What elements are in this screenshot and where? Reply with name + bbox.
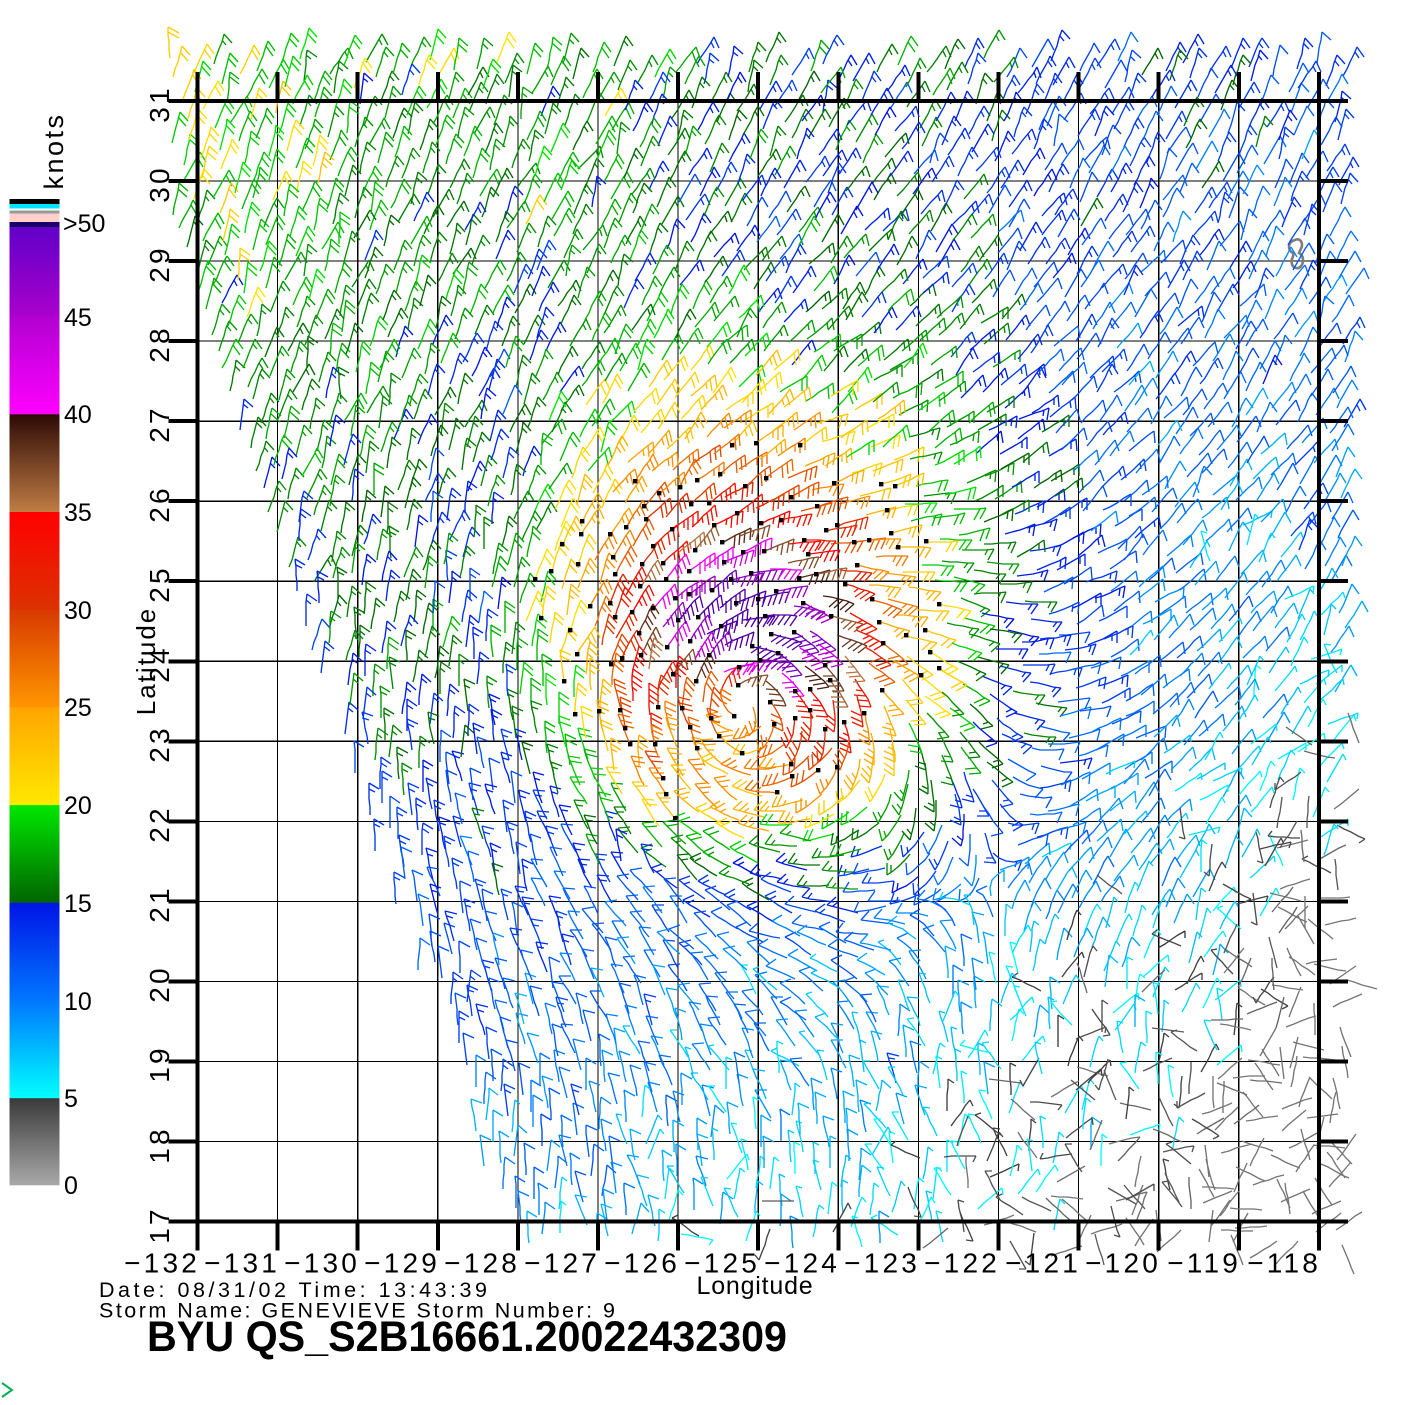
svg-text:−131: −131 bbox=[204, 1248, 280, 1279]
svg-text:−130: −130 bbox=[284, 1248, 360, 1279]
svg-text:−119: −119 bbox=[1167, 1248, 1241, 1279]
svg-text:25: 25 bbox=[144, 565, 175, 603]
svg-text:20: 20 bbox=[64, 792, 92, 820]
svg-text:−122: −122 bbox=[924, 1248, 1000, 1279]
svg-text:−121: −121 bbox=[1005, 1248, 1081, 1279]
svg-text:23: 23 bbox=[144, 725, 175, 763]
svg-text:−125: −125 bbox=[684, 1248, 760, 1279]
svg-text:18: 18 bbox=[144, 1126, 175, 1164]
svg-text:5: 5 bbox=[64, 1085, 78, 1113]
svg-text:BYU QS_S2B16661.20022432309: BYU QS_S2B16661.20022432309 bbox=[147, 1313, 787, 1361]
svg-text:24: 24 bbox=[144, 645, 175, 683]
svg-text:21: 21 bbox=[144, 885, 175, 923]
svg-text:29: 29 bbox=[144, 245, 175, 283]
svg-text:10: 10 bbox=[64, 988, 92, 1016]
svg-text:26: 26 bbox=[144, 485, 175, 523]
svg-text:−127: −127 bbox=[524, 1248, 600, 1279]
svg-text:30: 30 bbox=[64, 597, 92, 625]
svg-text:Storm Name: GENEVIEVE Sto: Storm Name: GENEVIEVE Storm Number: 9 bbox=[99, 1299, 615, 1323]
svg-text:45: 45 bbox=[64, 304, 92, 332]
svg-text:0: 0 bbox=[64, 1172, 78, 1200]
svg-text:17: 17 bbox=[144, 1206, 175, 1244]
svg-text:−118: −118 bbox=[1247, 1248, 1321, 1279]
svg-text:35: 35 bbox=[64, 499, 92, 527]
svg-text:25: 25 bbox=[64, 694, 92, 722]
svg-text:>50: >50 bbox=[63, 210, 105, 238]
svg-text:−124: −124 bbox=[764, 1248, 840, 1279]
svg-text:−126: −126 bbox=[604, 1248, 680, 1279]
svg-text:−123: −123 bbox=[844, 1248, 920, 1279]
svg-text:22: 22 bbox=[144, 805, 175, 843]
svg-text:−120: −120 bbox=[1085, 1248, 1161, 1279]
svg-text:20: 20 bbox=[144, 965, 175, 1003]
svg-text:Latitude: Latitude bbox=[131, 607, 161, 716]
svg-text:40: 40 bbox=[64, 401, 92, 429]
svg-text:19: 19 bbox=[144, 1045, 175, 1083]
svg-text:−128: −128 bbox=[444, 1248, 520, 1279]
svg-text:28: 28 bbox=[144, 325, 175, 363]
svg-text:15: 15 bbox=[64, 890, 92, 918]
svg-text:Date: 08/31/02 Time: 13:4: Date: 08/31/02 Time: 13:43:39 bbox=[99, 1278, 487, 1302]
svg-text:−132: −132 bbox=[124, 1248, 200, 1279]
svg-text:knots: knots bbox=[39, 112, 69, 189]
svg-text:Longitude: Longitude bbox=[696, 1272, 813, 1300]
svg-text:−129: −129 bbox=[364, 1248, 440, 1279]
svg-text:30: 30 bbox=[144, 165, 175, 203]
svg-text:31: 31 bbox=[144, 85, 175, 123]
svg-text:27: 27 bbox=[144, 405, 175, 443]
